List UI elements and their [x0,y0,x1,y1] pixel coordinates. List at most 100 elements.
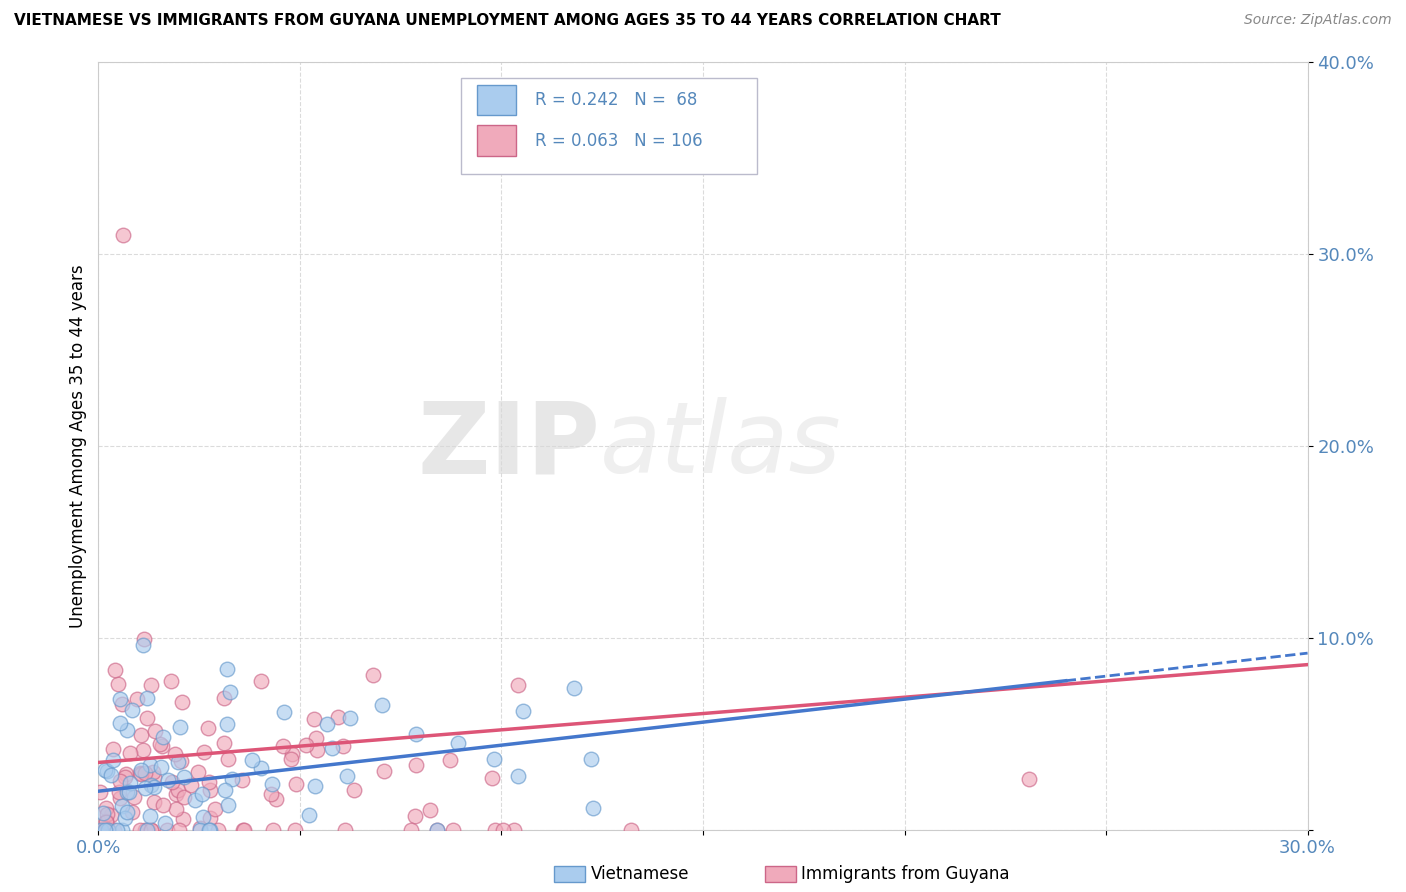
Point [114,767,136,781]
Point [96,822,118,837]
Point [141,822,163,837]
Point [94,822,117,837]
Point [492,822,515,837]
Point [187,765,209,780]
Point [264,792,287,806]
Point [212,691,235,706]
Point [94,801,117,815]
Point [262,776,284,790]
Point [129,822,152,837]
Point [129,728,152,742]
Point [271,739,294,753]
Point [149,737,172,751]
Point [111,799,134,814]
Point [217,752,239,766]
Point [339,711,361,725]
Point [198,822,221,837]
Point [134,632,156,647]
Point [193,810,215,824]
Point [165,787,187,801]
Point [96,764,118,779]
Point [129,763,152,777]
Point [160,774,183,789]
Point [281,747,304,761]
Point [89,785,111,799]
Point [191,787,214,801]
Point [117,805,139,820]
Point [108,791,131,805]
Point [316,716,339,731]
Point [620,822,643,837]
Point [143,795,166,809]
Point [118,785,141,799]
Point [373,764,395,778]
Point [134,765,156,780]
Point [233,822,256,837]
Text: VIETNAMESE VS IMMIGRANTS FROM GUYANA UNEMPLOYMENT AMONG AGES 35 TO 44 YEARS CORR: VIETNAMESE VS IMMIGRANTS FROM GUYANA UNE… [14,13,1001,29]
Point [170,754,193,768]
Point [273,706,295,720]
Point [141,822,163,837]
Point [180,778,202,792]
FancyBboxPatch shape [477,85,516,115]
Point [169,720,191,734]
Point [138,758,160,772]
Point [343,782,366,797]
Point [149,760,172,774]
Point [250,762,273,776]
Point [136,711,159,725]
Point [502,822,524,837]
Point [118,775,141,789]
Point [170,694,193,708]
Point [280,752,302,766]
Point [207,822,229,837]
Point [111,228,134,243]
Point [165,747,187,761]
Point [439,753,461,767]
Point [295,739,318,753]
FancyBboxPatch shape [477,126,516,156]
Point [121,703,143,717]
Text: Immigrants from Guyana: Immigrants from Guyana [801,865,1010,883]
Point [111,822,134,837]
Point [197,721,219,735]
Point [307,743,329,757]
Point [136,822,159,837]
Point [481,771,503,785]
Point [284,822,307,837]
Point [426,822,449,837]
Point [138,809,160,823]
Point [232,822,254,837]
Point [153,816,176,830]
Point [250,674,273,689]
Point [188,822,211,837]
Point [482,752,505,766]
Point [114,770,136,784]
Point [100,807,122,822]
Point [97,822,120,837]
Point [94,814,117,829]
Point [361,667,384,681]
Text: R = 0.242   N =  68: R = 0.242 N = 68 [534,91,697,109]
Point [142,780,165,794]
Point [240,753,263,767]
Point [304,779,326,793]
Y-axis label: Unemployment Among Ages 35 to 44 years: Unemployment Among Ages 35 to 44 years [69,264,87,628]
Point [143,723,166,738]
Point [167,783,190,797]
Point [115,785,138,799]
Point [136,690,159,705]
Point [215,662,238,676]
Point [152,730,174,744]
Point [326,710,349,724]
Point [221,772,243,787]
Point [156,822,179,837]
Point [333,822,356,837]
Point [441,822,464,837]
Point [132,638,155,652]
Text: Source: ZipAtlas.com: Source: ZipAtlas.com [1244,13,1392,28]
Point [336,769,359,783]
Point [321,740,343,755]
Point [94,763,117,777]
Point [107,677,129,691]
